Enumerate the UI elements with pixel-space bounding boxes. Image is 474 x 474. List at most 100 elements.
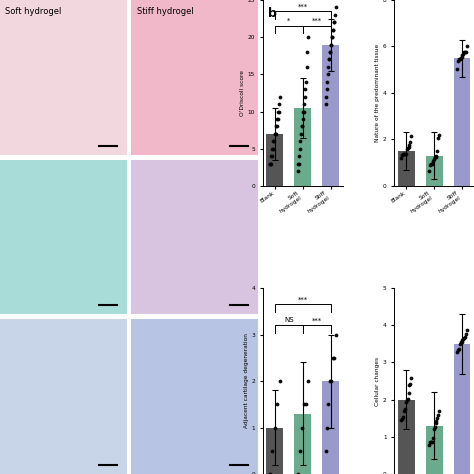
Point <box>398 151 406 159</box>
Point <box>398 415 406 422</box>
Point <box>434 147 441 155</box>
Point <box>275 100 283 108</box>
Point <box>430 425 438 432</box>
Bar <box>322 381 339 474</box>
Point <box>403 396 410 404</box>
Point <box>462 48 470 55</box>
Bar <box>266 134 283 186</box>
Point <box>461 48 468 56</box>
Point <box>272 130 279 137</box>
Point <box>399 413 407 421</box>
Point <box>332 331 339 338</box>
Text: ***: *** <box>298 297 308 302</box>
Bar <box>322 45 339 186</box>
Point <box>273 123 280 130</box>
Text: *: * <box>287 18 291 24</box>
Point <box>323 85 330 93</box>
Point <box>270 137 278 145</box>
Point <box>435 134 442 141</box>
Point <box>455 55 463 63</box>
Point <box>404 395 411 402</box>
Point <box>271 130 279 137</box>
Point <box>459 51 466 59</box>
Point <box>301 93 309 100</box>
Point <box>433 152 440 159</box>
Point <box>328 41 335 48</box>
Bar <box>294 414 311 474</box>
Bar <box>426 426 443 474</box>
Point <box>298 123 305 130</box>
Point <box>431 423 438 431</box>
Point <box>457 338 465 346</box>
Point <box>327 41 335 48</box>
Point <box>295 152 303 160</box>
Point <box>398 154 405 162</box>
Point <box>298 424 305 431</box>
Point <box>408 132 415 140</box>
Point <box>455 345 463 352</box>
Point <box>327 48 334 56</box>
Point <box>303 63 310 71</box>
Point <box>400 407 408 415</box>
Point <box>456 340 464 347</box>
Point <box>425 167 433 175</box>
Point <box>268 152 276 160</box>
Point <box>330 18 338 26</box>
Point <box>326 48 334 56</box>
Y-axis label: Nature of the predominant tissue: Nature of the predominant tissue <box>375 44 380 142</box>
Point <box>432 419 439 427</box>
Point <box>299 115 307 123</box>
Point <box>274 115 282 123</box>
Point <box>322 93 330 100</box>
Text: ***: *** <box>298 3 308 9</box>
Point <box>331 18 338 26</box>
Point <box>325 55 332 63</box>
Y-axis label: Adjacent cartilage degeneration: Adjacent cartilage degeneration <box>244 334 249 428</box>
Point <box>460 50 467 58</box>
Point <box>427 438 435 446</box>
Point <box>435 411 442 419</box>
Point <box>273 115 281 123</box>
Point <box>431 154 438 161</box>
Point <box>323 78 331 86</box>
Text: NS: NS <box>284 318 293 323</box>
Point <box>303 48 311 56</box>
Point <box>461 48 469 55</box>
Point <box>294 160 302 167</box>
Point <box>434 414 441 421</box>
Point <box>408 374 415 381</box>
Point <box>274 108 282 115</box>
Point <box>459 336 466 344</box>
Point <box>430 155 438 163</box>
Point <box>398 416 405 424</box>
Point <box>436 408 443 415</box>
Bar <box>426 155 443 186</box>
Point <box>301 100 308 108</box>
Point <box>297 137 304 145</box>
Point <box>276 93 283 100</box>
Point <box>269 145 276 153</box>
Text: ***: *** <box>311 318 322 323</box>
Bar <box>454 58 470 186</box>
Y-axis label: O'Driscoll score: O'Driscoll score <box>240 70 245 116</box>
Point <box>328 33 336 41</box>
Point <box>425 441 433 448</box>
Point <box>407 380 414 388</box>
Point <box>271 130 278 137</box>
Point <box>405 144 412 151</box>
Point <box>296 145 304 153</box>
Point <box>273 401 281 408</box>
Point <box>324 71 331 78</box>
Point <box>294 167 301 175</box>
Point <box>402 150 410 157</box>
Point <box>302 401 310 408</box>
Point <box>295 160 302 167</box>
Point <box>267 152 275 160</box>
Y-axis label: Cellular changes: Cellular changes <box>375 356 380 406</box>
Point <box>432 153 439 161</box>
Point <box>266 160 274 167</box>
Point <box>428 160 436 167</box>
Point <box>456 55 464 63</box>
Point <box>427 160 435 168</box>
Point <box>457 54 465 62</box>
